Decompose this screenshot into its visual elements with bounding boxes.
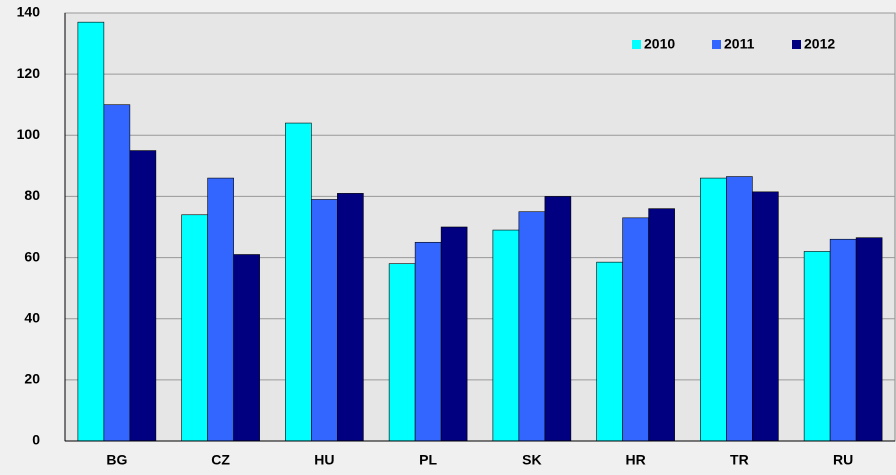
bar bbox=[544, 196, 572, 442]
bar bbox=[700, 177, 727, 442]
bar bbox=[77, 21, 105, 442]
x-tick-label: TR bbox=[730, 452, 749, 468]
y-tick-label: 60 bbox=[24, 248, 40, 264]
bar bbox=[518, 211, 546, 442]
bar bbox=[726, 176, 753, 442]
bar bbox=[337, 193, 364, 442]
legend-label: 2011 bbox=[724, 36, 755, 52]
bar bbox=[233, 254, 260, 442]
bar bbox=[855, 237, 883, 442]
legend-label: 2010 bbox=[644, 36, 675, 52]
y-tick-label: 140 bbox=[17, 4, 41, 20]
bar bbox=[829, 238, 857, 442]
legend-swatch bbox=[712, 40, 721, 49]
bar bbox=[414, 241, 442, 442]
bar bbox=[207, 177, 234, 442]
bar bbox=[388, 263, 416, 442]
y-tick-label: 40 bbox=[24, 309, 40, 325]
bar bbox=[311, 199, 338, 442]
x-tick-label: CZ bbox=[211, 452, 230, 468]
bar bbox=[285, 122, 312, 442]
legend-swatch bbox=[792, 40, 801, 49]
bar bbox=[129, 150, 157, 442]
bar bbox=[181, 214, 208, 442]
y-tick-label: 120 bbox=[17, 65, 41, 81]
y-tick-label: 0 bbox=[32, 432, 40, 448]
bar bbox=[803, 251, 831, 442]
bar bbox=[648, 208, 675, 442]
y-tick-label: 100 bbox=[17, 126, 41, 142]
x-tick-label: SK bbox=[522, 452, 541, 468]
bar bbox=[752, 191, 779, 442]
bar bbox=[622, 217, 649, 442]
legend-label: 2012 bbox=[804, 36, 835, 52]
x-tick-label: PL bbox=[419, 452, 437, 468]
bar bbox=[596, 261, 623, 442]
bar bbox=[103, 104, 131, 442]
x-tick-label: RU bbox=[833, 452, 853, 468]
bar bbox=[440, 226, 468, 442]
y-tick-label: 80 bbox=[24, 187, 40, 203]
y-tick-label: 20 bbox=[24, 371, 40, 387]
x-tick-label: BG bbox=[106, 452, 127, 468]
x-tick-label: HU bbox=[314, 452, 334, 468]
x-tick-label: HR bbox=[626, 452, 646, 468]
bar bbox=[492, 229, 520, 442]
legend-swatch bbox=[632, 40, 641, 49]
